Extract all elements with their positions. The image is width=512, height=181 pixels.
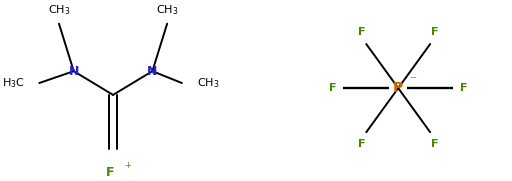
Text: CH$_3$: CH$_3$ [197,76,219,90]
Text: F: F [431,139,439,149]
Text: P: P [393,81,403,95]
Text: N: N [147,65,158,78]
Text: F: F [460,83,467,93]
Text: N: N [69,65,79,78]
Text: CH$_3$: CH$_3$ [156,3,178,17]
Text: CH$_3$: CH$_3$ [48,3,70,17]
Text: F: F [357,27,365,37]
Text: F: F [329,83,336,93]
Text: H$_3$C: H$_3$C [2,76,25,90]
Text: F: F [431,27,439,37]
Text: F: F [106,166,115,179]
Text: F: F [357,139,365,149]
Text: −: − [409,73,416,82]
Text: +: + [124,161,131,170]
